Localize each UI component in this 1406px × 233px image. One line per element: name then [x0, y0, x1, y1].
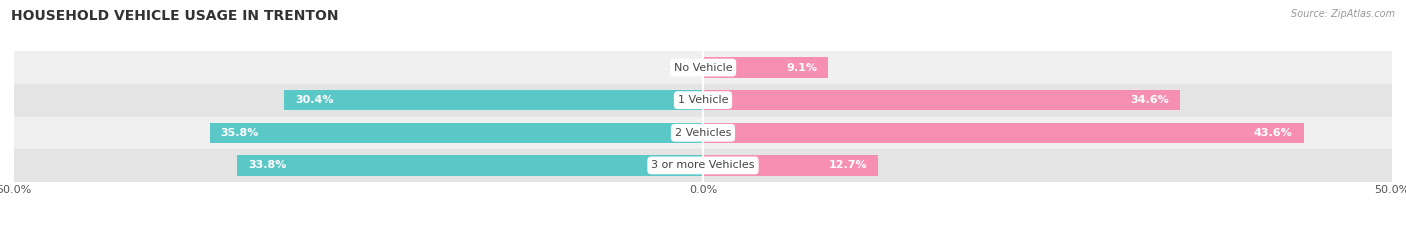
Bar	[238, 155, 703, 175]
Text: No Vehicle: No Vehicle	[673, 63, 733, 72]
Text: 3 or more Vehicles: 3 or more Vehicles	[651, 161, 755, 170]
Bar	[209, 123, 703, 143]
Bar	[14, 84, 1392, 116]
Bar	[14, 51, 1392, 84]
Bar	[703, 123, 1303, 143]
Text: 43.6%: 43.6%	[1254, 128, 1292, 138]
Text: 33.8%: 33.8%	[249, 161, 287, 170]
Text: HOUSEHOLD VEHICLE USAGE IN TRENTON: HOUSEHOLD VEHICLE USAGE IN TRENTON	[11, 9, 339, 23]
Text: Source: ZipAtlas.com: Source: ZipAtlas.com	[1291, 9, 1395, 19]
Text: 1 Vehicle: 1 Vehicle	[678, 95, 728, 105]
Text: 9.1%: 9.1%	[786, 63, 817, 72]
Text: 35.8%: 35.8%	[221, 128, 259, 138]
Text: 30.4%: 30.4%	[295, 95, 333, 105]
Text: 0.0%: 0.0%	[668, 63, 696, 72]
Text: 34.6%: 34.6%	[1130, 95, 1168, 105]
Bar	[703, 90, 1180, 110]
Text: 12.7%: 12.7%	[828, 161, 868, 170]
Text: 2 Vehicles: 2 Vehicles	[675, 128, 731, 138]
Bar	[284, 90, 703, 110]
Bar	[703, 155, 877, 175]
Bar	[703, 58, 828, 78]
Bar	[14, 149, 1392, 182]
Bar	[14, 116, 1392, 149]
